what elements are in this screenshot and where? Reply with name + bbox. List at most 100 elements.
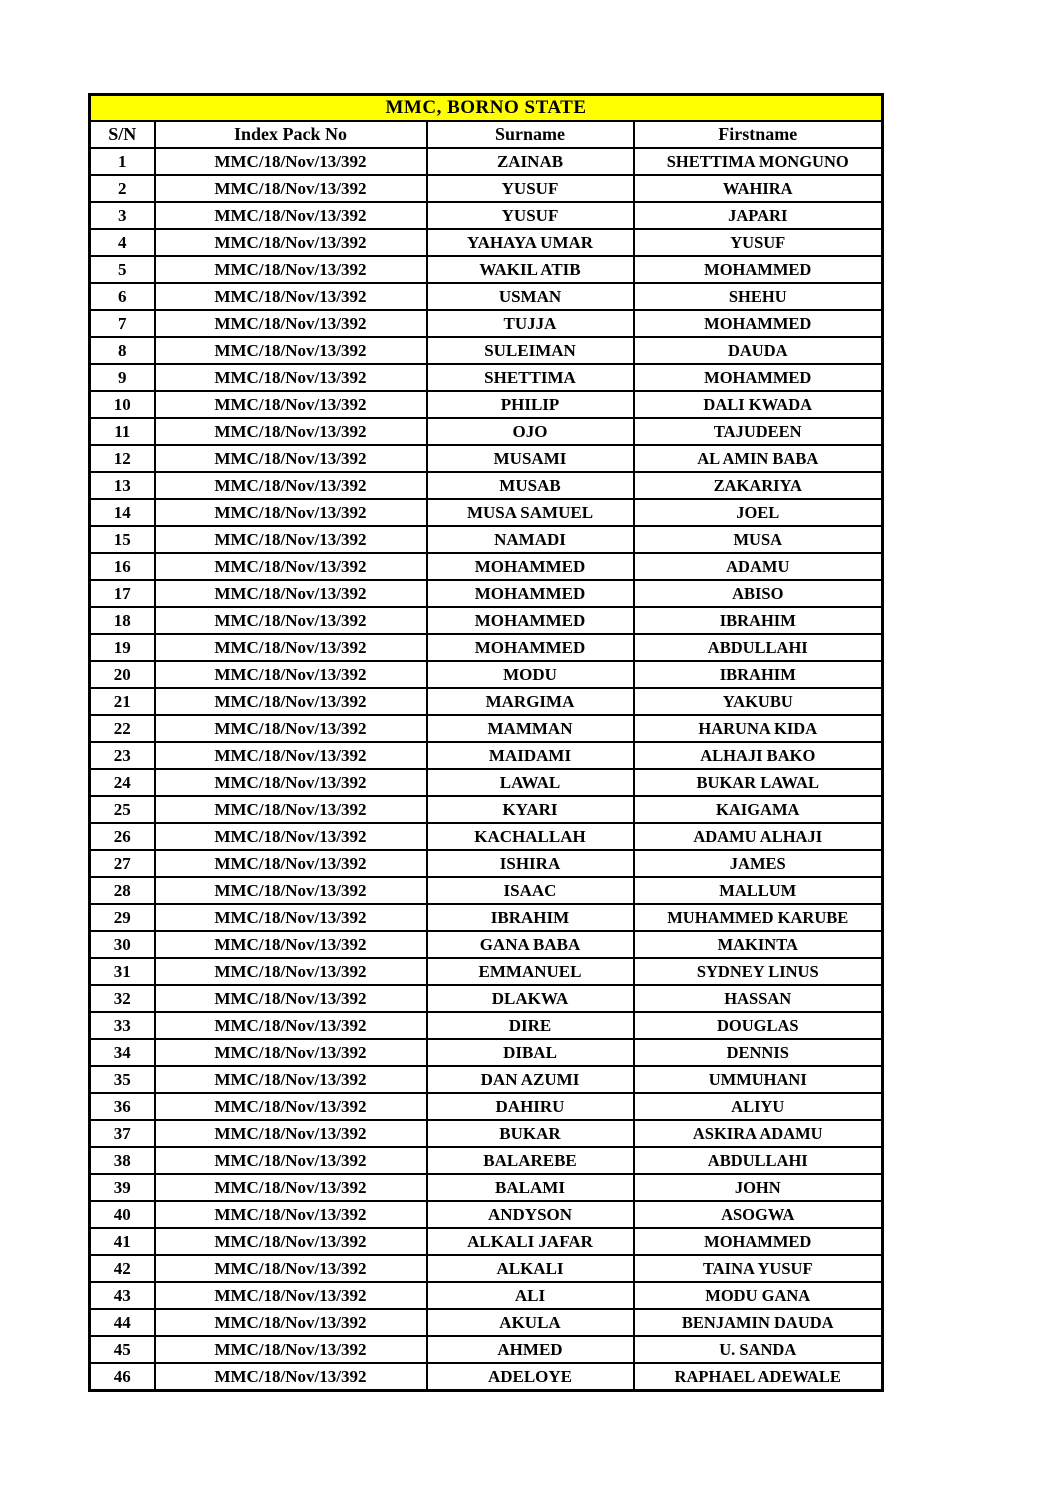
cell-surname: DAN AZUMI [425,1065,635,1094]
cell-index-pack-no: MMC/18/Nov/13/392 [153,174,428,203]
table-row: 26 MMC/18/Nov/13/392 KACHALLAH ADAMU ALHAJI [88,822,884,851]
table-row: 1 MMC/18/Nov/13/392 ZAINAB SHETTIMA MONGUNO [88,147,884,176]
table-row: 7 MMC/18/Nov/13/392 TUJJA MOHAMMED [88,309,884,338]
table-row: 42 MMC/18/Nov/13/392 ALKALI TAINA YUSUF [88,1254,884,1283]
cell-surname: MAMMAN [425,714,635,743]
cell-firstname: DALI KWADA [632,390,884,419]
cell-firstname: JAPARI [632,201,884,230]
table-row: 8 MMC/18/Nov/13/392 SULEIMAN DAUDA [88,336,884,365]
table-row: 18 MMC/18/Nov/13/392 MOHAMMED IBRAHIM [88,606,884,635]
cell-surname: TUJJA [425,309,635,338]
table-row: 36 MMC/18/Nov/13/392 DAHIRU ALIYU [88,1092,884,1121]
cell-surname: SHETTIMA [425,363,635,392]
cell-firstname: MOHAMMED [632,1227,884,1256]
cell-sn: 20 [88,660,156,689]
cell-index-pack-no: MMC/18/Nov/13/392 [153,498,428,527]
cell-surname: BALAREBE [425,1146,635,1175]
cell-surname: MUSAB [425,471,635,500]
cell-surname: SULEIMAN [425,336,635,365]
title-row: MMC, BORNO STATE [88,93,884,122]
cell-surname: MOHAMMED [425,606,635,635]
cell-firstname: ABDULLAHI [632,1146,884,1175]
cell-surname: ALKALI [425,1254,635,1283]
cell-sn: 44 [88,1308,156,1337]
cell-sn: 36 [88,1092,156,1121]
roster-table: MMC, BORNO STATE S/N Index Pack No Surna… [88,93,884,1392]
cell-surname: ADELOYE [425,1362,635,1392]
cell-index-pack-no: MMC/18/Nov/13/392 [153,309,428,338]
cell-surname: YUSUF [425,201,635,230]
cell-index-pack-no: MMC/18/Nov/13/392 [153,957,428,986]
table-row: 32 MMC/18/Nov/13/392 DLAKWA HASSAN [88,984,884,1013]
table-row: 10 MMC/18/Nov/13/392 PHILIP DALI KWADA [88,390,884,419]
cell-surname: ALI [425,1281,635,1310]
cell-sn: 32 [88,984,156,1013]
table-row: 34 MMC/18/Nov/13/392 DIBAL DENNIS [88,1038,884,1067]
cell-firstname: MAKINTA [632,930,884,959]
cell-sn: 26 [88,822,156,851]
cell-index-pack-no: MMC/18/Nov/13/392 [153,579,428,608]
cell-firstname: YUSUF [632,228,884,257]
cell-index-pack-no: MMC/18/Nov/13/392 [153,363,428,392]
cell-sn: 17 [88,579,156,608]
cell-index-pack-no: MMC/18/Nov/13/392 [153,444,428,473]
cell-firstname: UMMUHANI [632,1065,884,1094]
cell-surname: YAHAYA UMAR [425,228,635,257]
cell-index-pack-no: MMC/18/Nov/13/392 [153,633,428,662]
cell-surname: MOHAMMED [425,579,635,608]
cell-index-pack-no: MMC/18/Nov/13/392 [153,1011,428,1040]
table-row: 12 MMC/18/Nov/13/392 MUSAMI AL AMIN BABA [88,444,884,473]
table-row: 16 MMC/18/Nov/13/392 MOHAMMED ADAMU [88,552,884,581]
cell-surname: IBRAHIM [425,903,635,932]
cell-sn: 38 [88,1146,156,1175]
cell-surname: MUSAMI [425,444,635,473]
cell-index-pack-no: MMC/18/Nov/13/392 [153,984,428,1013]
column-header-surname: Surname [425,120,635,149]
cell-sn: 37 [88,1119,156,1148]
cell-sn: 3 [88,201,156,230]
cell-firstname: ABISO [632,579,884,608]
cell-surname: ISHIRA [425,849,635,878]
cell-index-pack-no: MMC/18/Nov/13/392 [153,1038,428,1067]
cell-firstname: YAKUBU [632,687,884,716]
table-row: 20 MMC/18/Nov/13/392 MODU IBRAHIM [88,660,884,689]
cell-sn: 12 [88,444,156,473]
table-row: 40 MMC/18/Nov/13/392 ANDYSON ASOGWA [88,1200,884,1229]
cell-surname: MARGIMA [425,687,635,716]
cell-firstname: SHETTIMA MONGUNO [632,147,884,176]
table-row: 24 MMC/18/Nov/13/392 LAWAL BUKAR LAWAL [88,768,884,797]
cell-sn: 2 [88,174,156,203]
cell-index-pack-no: MMC/18/Nov/13/392 [153,930,428,959]
cell-surname: DAHIRU [425,1092,635,1121]
table-row: 9 MMC/18/Nov/13/392 SHETTIMA MOHAMMED [88,363,884,392]
cell-sn: 45 [88,1335,156,1364]
cell-index-pack-no: MMC/18/Nov/13/392 [153,822,428,851]
cell-surname: USMAN [425,282,635,311]
cell-index-pack-no: MMC/18/Nov/13/392 [153,1335,428,1364]
cell-firstname: IBRAHIM [632,606,884,635]
cell-index-pack-no: MMC/18/Nov/13/392 [153,795,428,824]
cell-sn: 31 [88,957,156,986]
cell-sn: 5 [88,255,156,284]
cell-sn: 27 [88,849,156,878]
document-page: MMC, BORNO STATE S/N Index Pack No Surna… [88,93,884,1392]
cell-sn: 7 [88,309,156,338]
cell-firstname: MOHAMMED [632,255,884,284]
cell-sn: 23 [88,741,156,770]
cell-firstname: DAUDA [632,336,884,365]
column-header-firstname: Firstname [632,120,884,149]
cell-index-pack-no: MMC/18/Nov/13/392 [153,255,428,284]
cell-firstname: WAHIRA [632,174,884,203]
table-row: 13 MMC/18/Nov/13/392 MUSAB ZAKARIYA [88,471,884,500]
table-row: 3 MMC/18/Nov/13/392 YUSUF JAPARI [88,201,884,230]
cell-index-pack-no: MMC/18/Nov/13/392 [153,768,428,797]
cell-surname: AHMED [425,1335,635,1364]
cell-firstname: HARUNA KIDA [632,714,884,743]
cell-firstname: MOHAMMED [632,363,884,392]
cell-firstname: JOEL [632,498,884,527]
table-row: 30 MMC/18/Nov/13/392 GANA BABA MAKINTA [88,930,884,959]
table-row: 45 MMC/18/Nov/13/392 AHMED U. SANDA [88,1335,884,1364]
cell-index-pack-no: MMC/18/Nov/13/392 [153,282,428,311]
table-row: 43 MMC/18/Nov/13/392 ALI MODU GANA [88,1281,884,1310]
cell-surname: GANA BABA [425,930,635,959]
